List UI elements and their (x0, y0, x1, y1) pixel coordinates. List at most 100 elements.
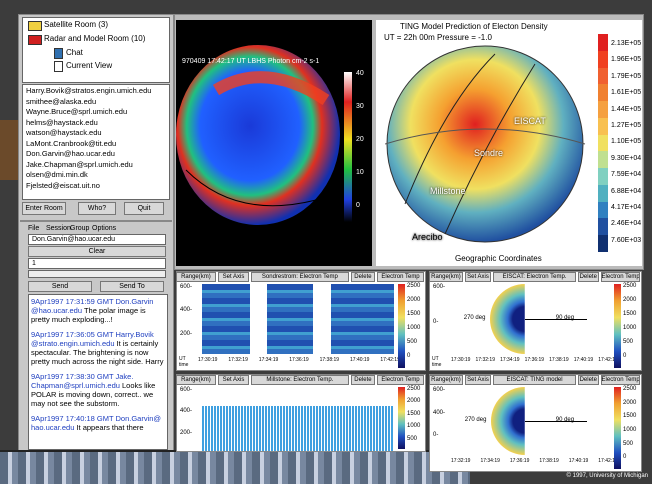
message-header: 9Apr1997 17:40:18 GMT Don.Garvin@ hao.uc… (31, 414, 162, 432)
panel-button[interactable]: Sondrestrom: Electron Temp (251, 272, 349, 282)
panel-button[interactable]: Set Axis (464, 272, 492, 282)
room-subitem[interactable]: Chat (66, 48, 83, 57)
polar-angle-label: 270 deg (463, 315, 486, 321)
chat-message: 9Apr1997 17:38:30 GMT Jake. Chapman@sprl… (31, 372, 165, 408)
panel-button[interactable]: Electron Temp (377, 272, 424, 282)
room-item[interactable]: Radar and Model Room (10) (44, 34, 146, 43)
message-header: 9Apr1997 17:38:30 GMT Jake. Chapman@sprl… (31, 372, 134, 390)
send-to-button[interactable]: Send To (100, 281, 164, 292)
user[interactable]: Fjelsted@eiscat.uit.no (26, 180, 100, 190)
ting-scale-label: 7.59E+04 (611, 171, 642, 179)
x-tick-label: 17:34:19 (500, 357, 520, 363)
polar-angle-label: 90 deg (555, 315, 575, 321)
panel-button[interactable]: Electron Temp (600, 272, 641, 282)
user[interactable]: smithee@alaska.edu (26, 96, 97, 106)
colorbar-label: 0 (407, 353, 411, 359)
menu-item[interactable]: File (28, 225, 40, 232)
colorbar-label: 2500 (407, 386, 421, 392)
message-log (28, 294, 168, 450)
satellite-scale-label: 10 (356, 169, 364, 176)
x-tick-label: 17:40:19 (568, 458, 589, 464)
colorbar-label: 2500 (623, 386, 637, 392)
colorbar-label: 1000 (407, 325, 421, 331)
scrollbar (28, 270, 166, 278)
y-tick-label: 200- (180, 429, 193, 436)
message-body: Looks like POLAR is moving down, correct… (31, 381, 156, 408)
user[interactable]: olsen@dmi.min.dk (26, 170, 88, 179)
folder-icon (28, 21, 42, 31)
colorbar-label: 500 (407, 435, 418, 442)
menu-item[interactable]: Options (92, 225, 117, 232)
y-tick-label: 600- (433, 387, 446, 393)
panel-colorbar (398, 387, 405, 449)
panel-button[interactable]: Range(km) (176, 375, 216, 385)
x-axis-label: UT time (432, 356, 442, 368)
data-gap (202, 387, 394, 407)
colorbar-label: 2000 (623, 297, 637, 303)
colorbar-label: 2000 (623, 399, 637, 406)
panel-button[interactable]: Electron Temp (600, 375, 641, 385)
panel-button[interactable]: EISCAT: Electron Temp. (493, 272, 577, 282)
colorbar-label: 1500 (407, 311, 421, 317)
send-button[interactable]: Send (28, 281, 92, 292)
panel-button[interactable]: Set Axis (464, 375, 492, 385)
copyright: © 1997, University of Michigan (566, 473, 648, 479)
x-tick-label: 17:38:19 (549, 357, 569, 363)
to-field[interactable]: Don.Garvin@hao.ucar.edu (28, 234, 166, 245)
ting-color-step (598, 117, 608, 135)
colorbar-label: 1000 (623, 325, 637, 331)
colorbar-label: 2000 (407, 297, 421, 303)
ting-color-step (598, 101, 608, 118)
x-axis-label: UT time (179, 356, 189, 368)
x-tick-label: 17:38:19 (539, 458, 559, 464)
room-subitem[interactable]: Current View (66, 61, 113, 70)
site-label: EISCAT (514, 116, 546, 126)
ting-scale-label: 1.10E+05 (611, 138, 642, 146)
panel-colorbar (398, 284, 405, 368)
ting-scale-label: 1.96E+05 (611, 56, 642, 64)
panel-button[interactable]: Electron Temp (377, 375, 424, 385)
user[interactable]: watson@haystack.edu (26, 128, 102, 137)
clear-button[interactable]: Clear (28, 246, 166, 257)
panel-button[interactable]: Delete (577, 272, 599, 282)
panel-button[interactable]: Set Axis (218, 272, 249, 282)
panel-button[interactable]: Set Axis (218, 375, 249, 385)
user[interactable]: LaMont.Cranbrook@tit.edu (26, 138, 117, 148)
chat-input[interactable]: 1 (28, 258, 166, 269)
room-button[interactable]: Who? (78, 202, 116, 215)
menu-item[interactable]: Session (46, 225, 71, 232)
x-tick-label: 17:30:19 (451, 357, 471, 363)
satellite-scale-label: 20 (356, 136, 364, 143)
user[interactable]: Harry.Bovik@stratos.engin.umich.edu (26, 86, 152, 95)
ting-scale-label: 2.46E+04 (611, 220, 642, 228)
panel-button[interactable]: Delete (350, 272, 376, 282)
polar-axis (524, 421, 587, 422)
colorbar-label: 500 (407, 339, 418, 345)
ting-subtitle: UT = 22h 00m Pressure = -1.0 (384, 33, 492, 42)
message-body: It is certainly spectacular. The brighte… (31, 339, 164, 366)
panel-button[interactable]: Millstone: Electron Temp. (251, 375, 349, 385)
panel-button[interactable]: Range(km) (429, 272, 463, 282)
site-label: Arecibo (412, 232, 443, 242)
chat-message: 9Apr1997 17:36:05 GMT Harry.Bovik @strat… (31, 330, 165, 366)
x-tick-label: 17:32:19 (228, 357, 248, 363)
x-tick-label: 17:40:19 (573, 357, 594, 363)
panel-button[interactable]: Delete (577, 375, 599, 385)
menu-item[interactable]: Group (70, 225, 90, 232)
room-button[interactable]: Enter Room (22, 202, 66, 215)
panel-button[interactable]: Range(km) (176, 272, 216, 282)
panel-button[interactable]: Range(km) (429, 375, 463, 385)
panel-button[interactable]: Delete (350, 375, 376, 385)
polar-axis (524, 319, 587, 320)
user[interactable]: Jake.Chapman@sprl.umich.edu (26, 159, 133, 169)
room-item[interactable]: Satellite Room (3) (44, 20, 109, 29)
user[interactable]: helms@haystack.edu (26, 117, 98, 127)
data-gap (250, 284, 268, 354)
polar-angle-label: 90 deg (555, 417, 575, 423)
room-button[interactable]: Quit (124, 202, 164, 215)
y-tick-label: 600- (180, 387, 193, 393)
panel-button[interactable]: EISCAT: TING model (493, 375, 577, 385)
user[interactable]: Wayne.Bruce@sprl.umich.edu (26, 107, 128, 116)
colorbar-label: 2500 (407, 283, 421, 289)
user[interactable]: Don.Garvin@hao.ucar.edu (26, 149, 115, 158)
